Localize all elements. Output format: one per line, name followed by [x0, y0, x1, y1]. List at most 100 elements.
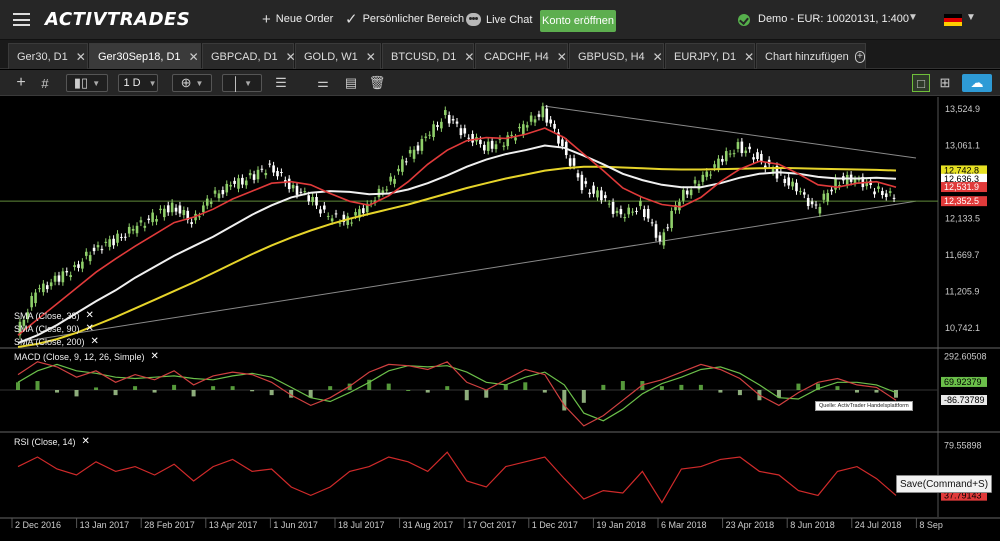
price-badge: [941, 173, 987, 184]
chevron-down-icon[interactable]: ▼: [966, 12, 976, 23]
macd-histogram-bar: [230, 386, 235, 390]
x-tick-label: 2 Dec 2016: [15, 520, 61, 530]
price-bar: [256, 169, 260, 180]
drawing-tool-select[interactable]: │ ▼: [222, 74, 262, 92]
price-bar: [307, 195, 311, 202]
trendline-upper: [544, 105, 917, 159]
grid-icon[interactable]: #: [41, 75, 49, 91]
macd-histogram-bar: [269, 390, 274, 396]
macd-histogram-bar: [94, 387, 99, 390]
trash-icon[interactable]: 🗑: [368, 75, 386, 90]
macd-histogram-bar: [620, 381, 625, 390]
account-selector[interactable]: Demo - EUR: 10020131, 1:400: [758, 13, 910, 25]
personal-area-button[interactable]: ✓ Persönlicher Bereich: [345, 12, 464, 27]
layout-grid-icon[interactable]: ⊞: [939, 75, 951, 90]
macd-histogram-bar: [503, 384, 508, 390]
menu-icon[interactable]: [13, 13, 30, 26]
macd-badge: [941, 376, 987, 387]
price-bar: [810, 201, 814, 205]
macd-histogram-bar: [386, 383, 391, 390]
price-bar: [170, 202, 174, 213]
tab-gbpcad[interactable]: GBPCAD, D1 ✕: [202, 43, 296, 69]
macd-histogram-bar: [894, 390, 898, 398]
macd-histogram-bar: [250, 390, 255, 392]
price-bar: [61, 271, 65, 283]
tab-eurjpy[interactable]: EURJPY, D1 ✕: [665, 43, 755, 69]
chart-type-select[interactable]: ▮▯ ▼: [66, 74, 108, 92]
close-icon[interactable]: ✕: [744, 49, 755, 64]
price-bar: [795, 182, 798, 192]
timeframe-value: 1 D: [123, 77, 141, 89]
price-bar: [463, 128, 467, 134]
macd-histogram-bar: [211, 386, 216, 390]
close-icon[interactable]: ✕: [464, 49, 475, 64]
price-bar: [459, 128, 463, 136]
price-bar: [752, 157, 755, 160]
add-indicator-button[interactable]: ⊕ ▼: [172, 74, 212, 92]
tab-btcusd[interactable]: BTCUSD, D1 ✕: [382, 43, 474, 69]
tab-cadchf[interactable]: CADCHF, H4 ✕: [475, 43, 568, 69]
sliders-icon[interactable]: ⚌: [317, 75, 329, 90]
flag-de-icon[interactable]: [944, 14, 962, 26]
price-bar: [186, 210, 190, 220]
tab-ger30[interactable]: Ger30, D1 ✕: [8, 43, 88, 69]
layout-single-icon[interactable]: □: [912, 74, 930, 92]
chevron-down-icon[interactable]: ▼: [908, 12, 918, 23]
crosshair-icon[interactable]: +: [16, 74, 26, 91]
open-account-button[interactable]: Konto eröffnen: [540, 10, 616, 32]
price-bar: [732, 153, 736, 155]
macd-histogram-bar: [406, 390, 411, 391]
close-icon[interactable]: ✕: [652, 49, 663, 64]
price-bar: [486, 141, 490, 151]
macd-tick-label: 292.60508: [944, 351, 987, 361]
tab-ger30sep18[interactable]: Ger30Sep18, D1 ✕: [89, 43, 201, 69]
close-icon[interactable]: ✕: [75, 49, 86, 64]
live-chat-button[interactable]: Live Chat: [466, 13, 532, 26]
close-icon[interactable]: ✕: [85, 323, 94, 334]
macd-histogram-bar: [601, 384, 606, 390]
logo: ACTIVTRADES: [45, 9, 191, 30]
price-bar: [728, 153, 732, 155]
x-tick-label: 13 Apr 2017: [209, 520, 258, 530]
price-bar: [561, 139, 564, 146]
close-icon[interactable]: ✕: [150, 351, 159, 362]
add-chart-tab[interactable]: Chart hinzufügen +: [756, 43, 866, 69]
price-bar: [611, 201, 615, 214]
price-bar: [814, 204, 818, 206]
chart-area[interactable]: 13,524.913,061.112,597.312,133.511,669.7…: [0, 97, 1000, 541]
clipboard-icon[interactable]: ▤: [344, 75, 358, 90]
price-badge-label: 12,352.5: [944, 196, 979, 206]
fibonacci-icon[interactable]: ☰: [275, 75, 287, 90]
rsi-tick-label: 79.55898: [944, 441, 982, 451]
x-tick-label: 31 Aug 2017: [403, 520, 454, 530]
top-bar: ACTIVTRADES + Neue Order ✓ Persönlicher …: [0, 0, 1000, 40]
price-bar: [73, 265, 76, 268]
price-bar: [69, 275, 72, 277]
tab-gbpusd[interactable]: GBPUSD, H4 ✕: [569, 43, 664, 69]
tab-gold[interactable]: GOLD, W1 ✕: [295, 43, 381, 69]
close-icon[interactable]: ✕: [90, 336, 99, 347]
cloud-icon[interactable]: ☁: [962, 74, 992, 92]
price-bar: [654, 224, 658, 238]
close-icon[interactable]: ✕: [365, 49, 376, 64]
close-icon[interactable]: ✕: [81, 436, 90, 447]
macd-histogram-bar: [191, 390, 196, 397]
price-bar: [806, 197, 810, 206]
trendline-lower: [17, 200, 917, 343]
macd-line: [17, 361, 897, 427]
price-bar: [588, 192, 591, 195]
tab-label: GBPUSD, H4: [578, 50, 645, 63]
new-order-button[interactable]: + Neue Order: [262, 12, 333, 27]
close-icon[interactable]: ✕: [556, 49, 567, 64]
indicator-label-rsi: RSI (Close, 14) ✕: [14, 436, 90, 447]
x-tick-label: 8 Sep: [919, 520, 943, 530]
chart-canvas[interactable]: 13,524.913,061.112,597.312,133.511,669.7…: [0, 97, 1000, 541]
price-bar: [822, 193, 826, 200]
close-icon[interactable]: ✕: [85, 310, 94, 321]
close-icon[interactable]: ✕: [285, 49, 296, 64]
price-bar: [705, 171, 709, 177]
timeframe-select[interactable]: 1 D ▼: [118, 74, 158, 92]
price-bar: [26, 312, 30, 320]
close-icon[interactable]: ✕: [188, 49, 199, 64]
price-bar: [65, 271, 69, 273]
